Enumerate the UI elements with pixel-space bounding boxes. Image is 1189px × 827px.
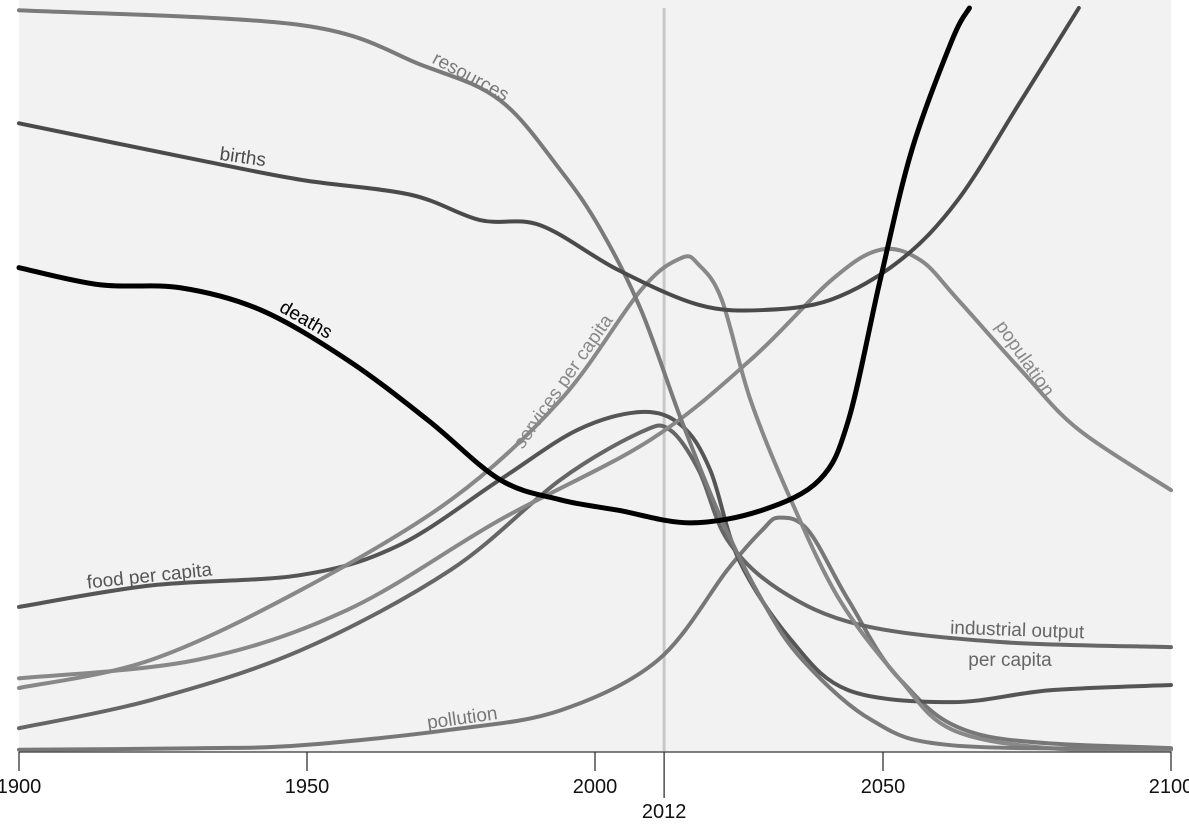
x-tick-label: 1900 bbox=[0, 776, 41, 798]
series-line-industrial-output-per-capita bbox=[17, 423, 1173, 731]
series-label-industrial-output-per-capita-1: industrial output bbox=[950, 618, 1086, 644]
series-line-services-per-capita bbox=[17, 254, 1173, 753]
x-tick-label: 2000 bbox=[573, 776, 618, 798]
series-group bbox=[16, 5, 1173, 753]
series-label-industrial-output-per-capita-2: per capita bbox=[968, 650, 1052, 671]
series-line-births bbox=[17, 6, 1081, 313]
x-tick-label: 1950 bbox=[285, 776, 330, 798]
x-tick-label: 2100 bbox=[1149, 776, 1189, 798]
series-line-resources bbox=[17, 8, 1173, 751]
marker-label: 2012 bbox=[642, 801, 687, 823]
series-line-population bbox=[17, 246, 1173, 681]
plot-background bbox=[19, 0, 1171, 752]
x-axis-ticks: 1900 1950 2000 2050 2100 bbox=[0, 752, 1189, 798]
x-tick-label: 2050 bbox=[861, 776, 906, 798]
series-line-deaths bbox=[16, 5, 972, 526]
